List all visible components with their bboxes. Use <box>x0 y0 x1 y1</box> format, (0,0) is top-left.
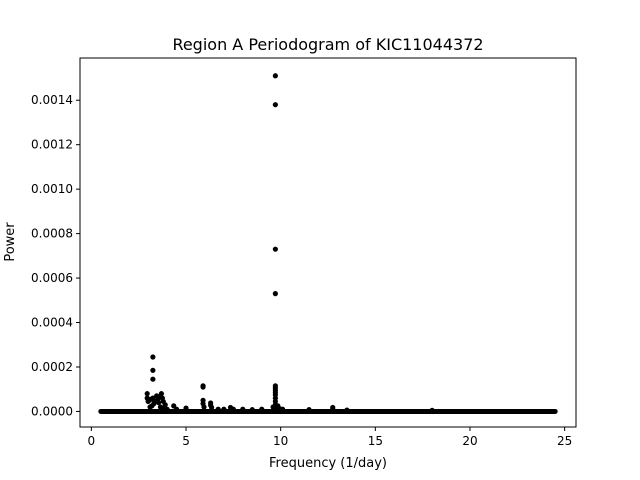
data-point <box>155 399 162 406</box>
data-point <box>201 404 207 410</box>
data-point <box>272 102 278 108</box>
data-point <box>249 407 255 413</box>
y-tick-label: 0.0008 <box>31 227 73 241</box>
data-point <box>429 407 435 413</box>
chart-title: Region A Periodogram of KIC11044372 <box>172 35 483 54</box>
data-point <box>215 406 221 412</box>
data-point <box>149 403 155 409</box>
x-axis: 0 5 10 15 20 25 <box>88 427 572 448</box>
y-tick-label: 0.0006 <box>31 271 73 285</box>
data-point <box>279 406 286 412</box>
data-point <box>272 291 278 297</box>
y-axis: 0.0000 0.0002 0.0004 0.0006 0.0008 0.0010 0.00… <box>31 93 80 418</box>
x-axis-label: Frequency (1/day) <box>269 456 387 471</box>
x-tick-label: 25 <box>557 434 572 448</box>
data-point <box>183 405 189 411</box>
data-point <box>306 407 312 413</box>
data-point <box>150 376 156 382</box>
data-point <box>272 73 278 79</box>
data-point <box>230 406 236 412</box>
y-axis-label: Power <box>3 222 18 262</box>
data-point <box>259 406 265 412</box>
x-tick-label: 10 <box>273 434 288 448</box>
data-point <box>344 407 350 413</box>
data-point <box>221 406 227 412</box>
data-point <box>330 406 336 412</box>
data-point <box>208 404 215 411</box>
data-point <box>158 391 165 397</box>
data-point <box>200 384 206 390</box>
data-point <box>173 406 180 412</box>
data-point <box>270 404 276 410</box>
plot-frame <box>79 57 577 428</box>
y-tick-label: 0.0000 <box>31 404 73 418</box>
x-tick-label: 0 <box>88 434 96 448</box>
y-tick-label: 0.0012 <box>31 138 73 152</box>
x-tick-label: 20 <box>462 434 477 448</box>
x-tick-label: 15 <box>368 434 383 448</box>
y-tick-label: 0.0004 <box>31 316 73 330</box>
data-point <box>240 406 246 412</box>
y-tick-label: 0.0014 <box>31 93 73 107</box>
data-point <box>144 391 150 397</box>
data-point <box>164 406 170 412</box>
data-point <box>150 354 156 360</box>
x-tick-label: 5 <box>182 434 190 448</box>
y-tick-label: 0.0002 <box>31 360 73 374</box>
data-point <box>272 246 278 252</box>
plot-marks <box>98 73 558 414</box>
data-point <box>150 367 156 373</box>
y-tick-label: 0.0010 <box>31 182 73 196</box>
